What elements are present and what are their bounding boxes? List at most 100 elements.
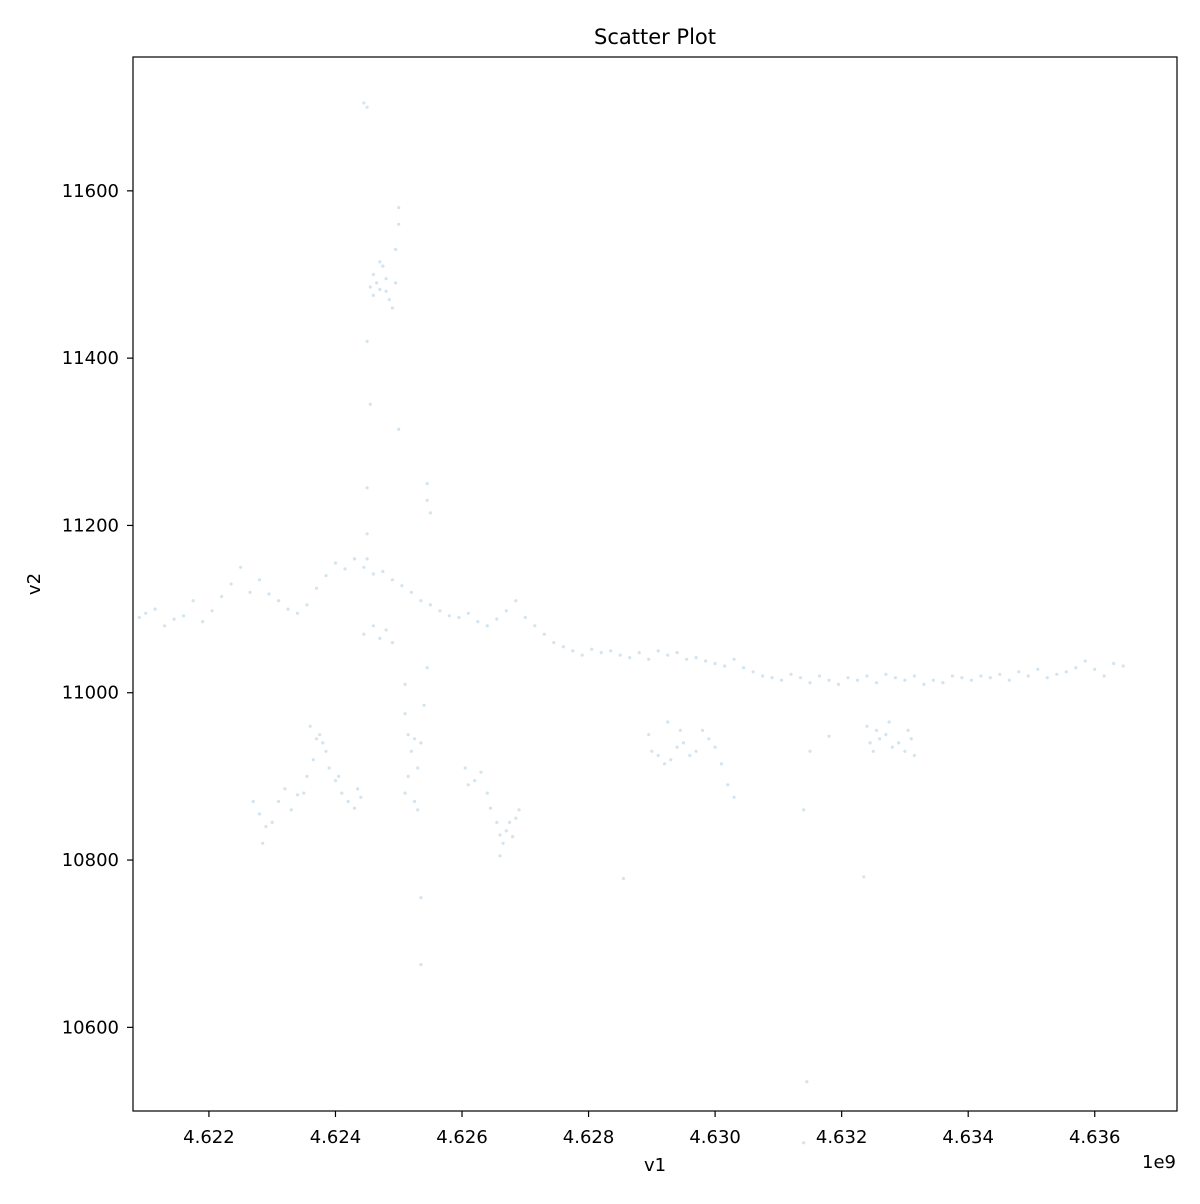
scatter-point — [267, 592, 271, 596]
scatter-point — [229, 582, 233, 586]
scatter-point — [153, 607, 157, 611]
scatter-point — [333, 779, 338, 783]
scatter-point — [346, 799, 350, 804]
scatter-point — [1074, 666, 1078, 670]
scatter-point — [1045, 676, 1049, 680]
scatter-point — [501, 841, 505, 845]
x-tick-label: 4.626 — [436, 1127, 488, 1148]
scatter-point — [365, 339, 369, 343]
scatter-point — [403, 712, 407, 716]
scatter-point — [941, 681, 945, 685]
scatter-point — [384, 628, 388, 632]
scatter-point — [362, 565, 366, 569]
scatter-point — [514, 816, 518, 820]
scatter-point — [409, 749, 413, 753]
scatter-point — [669, 758, 673, 762]
scatter-point — [368, 402, 372, 406]
scatter-point — [893, 676, 898, 680]
x-tick-label: 4.624 — [310, 1127, 362, 1148]
scatter-point — [1026, 674, 1030, 678]
scatter-point — [732, 657, 736, 661]
scatter-point — [798, 676, 803, 680]
scatter-point — [365, 486, 369, 490]
scatter-point — [413, 799, 417, 804]
scatter-point — [428, 603, 432, 607]
scatter-point — [371, 272, 375, 277]
scatter-point — [403, 791, 407, 795]
x-tick-label: 4.622 — [183, 1127, 235, 1148]
scatter-point — [688, 753, 692, 758]
scatter-point — [397, 206, 401, 210]
x-tick-label: 4.630 — [689, 1127, 741, 1148]
scatter-point — [495, 820, 499, 825]
scatter-point — [874, 728, 879, 733]
scatter-point — [571, 649, 575, 653]
scatter-point — [201, 620, 205, 624]
x-tick-label: 4.632 — [816, 1127, 868, 1148]
scatter-point — [425, 666, 429, 670]
scatter-point — [808, 681, 812, 685]
scatter-point — [394, 281, 398, 285]
scatter-point — [897, 741, 901, 745]
scatter-point — [264, 825, 268, 829]
scatter-point — [466, 783, 470, 787]
scatter-point — [681, 741, 686, 745]
scatter-point — [378, 636, 382, 641]
scatter-point — [742, 666, 746, 670]
scatter-point — [327, 766, 331, 770]
scatter-point — [295, 793, 300, 797]
scatter-point — [488, 806, 493, 810]
scatter-point — [302, 791, 306, 795]
scatter-point — [865, 674, 869, 678]
scatter-point — [533, 624, 537, 628]
scatter-point — [394, 247, 398, 251]
scatter-point — [305, 603, 309, 607]
scatter-point — [419, 599, 423, 603]
scatter-point — [514, 599, 518, 603]
scatter-point — [371, 572, 375, 576]
scatter-point — [416, 766, 420, 770]
scatter-point — [912, 753, 917, 758]
scatter-point — [726, 783, 730, 787]
scatter-point — [504, 829, 508, 833]
scatter-point — [805, 1080, 809, 1084]
chart-title: Scatter Plot — [594, 25, 716, 49]
scatter-point — [884, 733, 888, 737]
scatter-point — [846, 676, 850, 680]
scatter-point — [751, 670, 755, 674]
scatter-point — [390, 641, 394, 645]
scatter-point — [1064, 670, 1068, 674]
scatter-point — [732, 795, 736, 799]
x-axis: 4.622 4.624 4.626 4.628 4.630 4.632 4.634 4.636 — [183, 1111, 1121, 1148]
scatter-point — [628, 656, 632, 660]
scatter-point — [321, 741, 325, 745]
scatter-point — [656, 753, 660, 758]
scatter-point — [950, 674, 955, 678]
scatter-point — [476, 620, 480, 624]
scatter-point — [333, 561, 338, 565]
scatter-point — [650, 749, 654, 753]
scatter-point — [463, 766, 467, 770]
y-tick-label: 10600 — [62, 1017, 119, 1038]
scatter-point — [552, 641, 556, 645]
scatter-point — [817, 674, 822, 678]
scatter-point — [308, 724, 312, 728]
scatter-point — [422, 703, 426, 707]
scatter-point — [621, 876, 626, 881]
scatter-point — [723, 664, 727, 668]
scatter-point — [906, 728, 910, 733]
scatter-point — [289, 808, 293, 812]
scatter-point — [903, 678, 907, 682]
scatter-point — [286, 607, 290, 611]
scatter-point — [137, 615, 141, 620]
scatter-point — [874, 681, 879, 685]
scatter-point — [425, 482, 429, 486]
scatter-point — [789, 672, 793, 676]
scatter-point — [270, 820, 274, 825]
scatter-point — [163, 624, 167, 628]
scatter-point — [713, 661, 717, 666]
scatter-point — [210, 609, 214, 613]
